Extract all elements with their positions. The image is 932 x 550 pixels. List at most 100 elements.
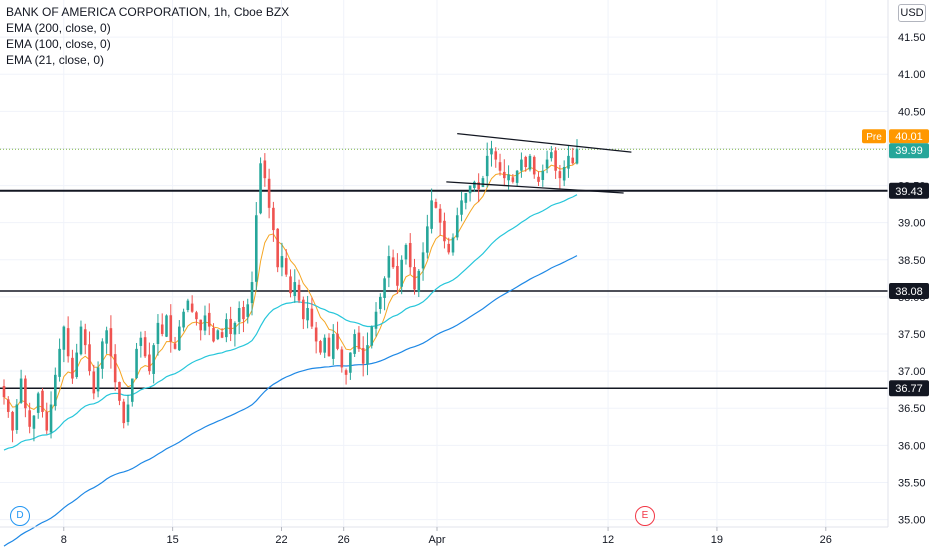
candle-body [331, 334, 335, 359]
candle-body [426, 226, 429, 253]
candle-body [66, 328, 70, 357]
ema21-line [3, 161, 578, 414]
candle-body [353, 334, 356, 354]
candle-body [387, 256, 391, 278]
candle-body [199, 319, 203, 331]
candle-body [250, 282, 254, 304]
price-tick-label: 37.50 [898, 329, 926, 341]
candle-body [447, 243, 451, 253]
candle-body [49, 404, 53, 433]
candle-body [481, 178, 485, 188]
ema200-label[interactable]: EMA (200, close, 0) [6, 21, 111, 35]
level-tag [889, 380, 929, 397]
candle-body [302, 299, 305, 320]
candle-body [498, 162, 502, 171]
candle-body [468, 185, 472, 194]
candle-body [327, 337, 331, 357]
candle-body [229, 318, 232, 335]
ema21-label[interactable]: EMA (21, close, 0) [6, 53, 105, 67]
time-tick-label: 12 [602, 534, 614, 546]
candle-body [152, 345, 155, 374]
candle-body [254, 215, 258, 282]
candle-body [344, 370, 348, 375]
candle-body [186, 300, 190, 311]
price-axis: 35.0035.5036.0036.5037.0037.5038.0038.50… [898, 32, 926, 526]
candle-body [515, 170, 519, 183]
candle-body [2, 385, 6, 398]
candle-body [207, 312, 211, 327]
price-tick-label: 41.00 [898, 69, 926, 81]
candle-body [413, 267, 416, 290]
pre-market-badge [862, 129, 886, 144]
candle-body [237, 308, 241, 322]
price-tick-label: 38.50 [898, 255, 926, 267]
candle-body [396, 265, 399, 286]
candles [2, 139, 579, 443]
candle-body [75, 352, 78, 378]
candle-body [178, 326, 181, 351]
candle-body [319, 341, 322, 353]
candle-body [135, 348, 138, 379]
candle-body [366, 345, 369, 365]
candle-body [545, 159, 549, 169]
candle-body [41, 390, 44, 412]
candle-body [139, 337, 143, 346]
time-tick-label: 26 [820, 534, 832, 546]
price-tick-label: 35.50 [898, 477, 926, 489]
last-price-tag [889, 143, 929, 159]
candle-body [160, 324, 164, 335]
time-tick-label: 19 [711, 534, 723, 546]
candle-body [336, 333, 339, 349]
candle-body [297, 284, 301, 301]
candle-body [190, 303, 194, 312]
price-tick-label: 36.50 [898, 403, 926, 415]
candle-body [567, 155, 570, 169]
candle-body [126, 404, 130, 422]
candle-body [511, 177, 515, 182]
candle-body [6, 399, 10, 412]
candle-body [71, 357, 74, 379]
candle-body [370, 326, 374, 346]
price-tick-label: 35.00 [898, 515, 926, 527]
candle-body [490, 148, 493, 155]
candle-body [443, 220, 446, 242]
currency-button[interactable]: USD [898, 4, 926, 22]
ema100-label[interactable]: EMA (100, close, 0) [6, 37, 111, 51]
candle-body [357, 332, 361, 349]
candle-body [289, 276, 292, 294]
candle-body [532, 156, 536, 175]
candle-body [45, 411, 49, 431]
candle-body [378, 296, 382, 309]
candle-body [165, 315, 168, 337]
candle-body [524, 156, 527, 168]
candle-body [541, 170, 545, 180]
candle-body [310, 308, 314, 327]
candle-body [293, 282, 297, 297]
price-tick-label: 40.50 [898, 106, 926, 118]
trend-line [457, 132, 632, 153]
candle-body [284, 258, 288, 275]
ema-lines [3, 161, 578, 547]
candle-body [62, 326, 66, 350]
pre-market-tag-label: 40.01 [895, 131, 923, 143]
candle-body [263, 160, 267, 179]
level-tag [889, 182, 929, 199]
candle-body [246, 304, 250, 317]
dividend-marker[interactable]: D [10, 506, 30, 526]
candle-body [92, 371, 96, 394]
candle-body [32, 415, 36, 429]
candle-body [109, 328, 113, 357]
candle-body [306, 308, 309, 321]
symbol-title[interactable]: BANK OF AMERICA CORPORATION, 1h, Cboe BZ… [6, 5, 290, 19]
candle-body [88, 344, 91, 372]
candle-body [169, 315, 173, 342]
earnings-marker[interactable]: E [635, 506, 655, 526]
candle-body [361, 348, 365, 364]
candle-body [391, 257, 395, 268]
candle-body [220, 332, 224, 338]
candle-body [130, 378, 134, 402]
trend-line [446, 181, 624, 194]
candle-body [195, 312, 198, 320]
candle-body [374, 311, 378, 329]
